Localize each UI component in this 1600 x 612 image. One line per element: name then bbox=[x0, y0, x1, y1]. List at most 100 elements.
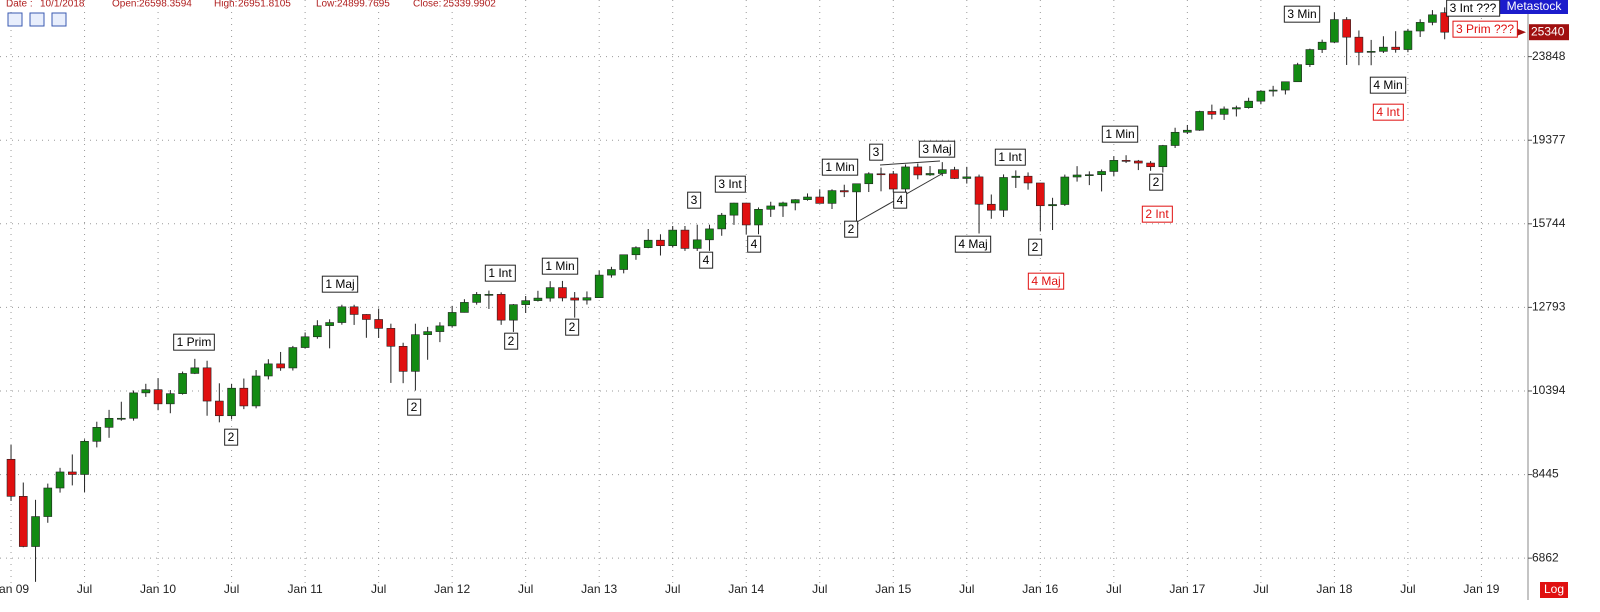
wave-label-text: 1 Int bbox=[998, 150, 1022, 164]
candle-body bbox=[227, 387, 236, 417]
wave-label-text: 2 bbox=[508, 334, 515, 348]
tool-icon[interactable] bbox=[7, 12, 23, 27]
candle-body bbox=[778, 202, 788, 207]
wave-label-box bbox=[504, 332, 519, 350]
tool-icon[interactable] bbox=[51, 12, 67, 27]
open-value: 26598.3594 bbox=[139, 0, 192, 10]
candle-body bbox=[999, 177, 1008, 211]
candle-body bbox=[987, 203, 996, 211]
wave-label: 4 bbox=[893, 191, 908, 209]
wave-label-box bbox=[407, 398, 422, 416]
candle-body bbox=[594, 274, 604, 298]
y-tick-label: 10394 bbox=[1532, 383, 1566, 397]
x-tick-label: Jul bbox=[1253, 582, 1268, 596]
wave-label-box bbox=[844, 220, 859, 238]
wave-label-box bbox=[869, 143, 884, 161]
x-tick-label: Jan 13 bbox=[581, 582, 617, 596]
candle-body bbox=[1219, 108, 1229, 115]
candle-body bbox=[460, 302, 469, 313]
close-value: 25339.9902 bbox=[443, 0, 496, 10]
header: Date : 10/1/2018 Open: 26598.3594 High: … bbox=[6, 0, 496, 10]
candle-body bbox=[398, 345, 408, 372]
x-tick-label: Jan 17 bbox=[1169, 582, 1205, 596]
wave-label-text: 2 Int bbox=[1145, 207, 1169, 221]
wave-label-box bbox=[1369, 76, 1407, 94]
candle-body bbox=[521, 300, 530, 305]
x-tick-label: Jul bbox=[1106, 582, 1121, 596]
scale-toggle[interactable]: Log bbox=[1544, 582, 1564, 596]
wave-label-box bbox=[687, 191, 702, 209]
candle-body bbox=[166, 393, 175, 405]
candle-body bbox=[1440, 12, 1449, 33]
wave-label: 1 Maj bbox=[321, 275, 359, 293]
candle-body bbox=[55, 471, 65, 489]
candle-body bbox=[913, 166, 923, 176]
wave-label-box bbox=[1372, 103, 1404, 121]
x-tick-label: Jan 15 bbox=[875, 582, 911, 596]
wave-label: 1 Int bbox=[484, 264, 516, 282]
wave-label: 1 Min bbox=[1101, 125, 1139, 143]
wave-label-text: 1 Min bbox=[545, 259, 574, 273]
candle-body bbox=[925, 173, 935, 176]
wave-label-text: 2 bbox=[1032, 240, 1039, 254]
wave-label-box bbox=[224, 428, 239, 446]
candle-body bbox=[1134, 160, 1143, 164]
scale-box[interactable] bbox=[1540, 582, 1568, 598]
wave-label-text: 3 Maj bbox=[922, 142, 951, 156]
wave-label: 3 Maj bbox=[918, 140, 956, 158]
candle-body bbox=[1207, 111, 1217, 115]
candle-body bbox=[264, 363, 273, 377]
candle-body bbox=[1305, 49, 1315, 65]
candle-body bbox=[6, 458, 16, 497]
x-tick-label: Jul bbox=[371, 582, 386, 596]
candle-body bbox=[668, 229, 678, 247]
wave-label: 1 Int bbox=[994, 148, 1026, 166]
candle-body bbox=[337, 306, 347, 323]
wave-label-text: 1 Int bbox=[488, 266, 512, 280]
wave-label-box bbox=[541, 257, 579, 275]
wave-label-box bbox=[821, 158, 859, 176]
wave-label-text: 4 Int bbox=[1376, 105, 1400, 119]
wave-label-box bbox=[1452, 20, 1518, 38]
wave-label-text: 1 Min bbox=[825, 160, 854, 174]
wave-label: 3 bbox=[869, 143, 884, 161]
candle-body bbox=[178, 373, 187, 394]
wave-label-box bbox=[565, 318, 580, 336]
candle-body bbox=[741, 202, 751, 226]
toolbar-icons[interactable] bbox=[7, 12, 67, 27]
x-tick-label: Jul bbox=[1400, 582, 1415, 596]
last-price-box bbox=[1529, 24, 1569, 41]
grid bbox=[0, 0, 1528, 590]
candle-body bbox=[496, 294, 506, 321]
candle-body bbox=[1415, 22, 1425, 32]
x-tick-label: Jan 14 bbox=[728, 582, 764, 596]
last-price-arrow bbox=[1516, 28, 1526, 37]
date-label: Date : bbox=[6, 0, 33, 10]
candle-body bbox=[325, 322, 334, 326]
wave-label: 1 Prim bbox=[173, 333, 215, 351]
candle-body bbox=[1195, 111, 1204, 131]
close-label: Close: bbox=[413, 0, 441, 10]
candle-body bbox=[839, 190, 849, 193]
candle-body bbox=[864, 173, 874, 185]
candle-body bbox=[43, 487, 53, 517]
candle-body bbox=[1366, 51, 1376, 53]
x-tick-label: Jul bbox=[812, 582, 827, 596]
candle-body bbox=[570, 297, 579, 301]
candle-body bbox=[435, 325, 445, 332]
wave-label: 4 bbox=[747, 235, 762, 253]
candle-body bbox=[619, 254, 628, 270]
candle-body bbox=[386, 328, 396, 347]
wave-label-box bbox=[1446, 0, 1501, 17]
candle-body bbox=[300, 336, 310, 348]
wave-label: 2 bbox=[1028, 238, 1043, 256]
wave-label-text: 2 bbox=[411, 400, 418, 414]
last-price-label: 25340 bbox=[1531, 24, 1565, 38]
tool-icon[interactable] bbox=[29, 12, 45, 27]
wave-label-box bbox=[699, 251, 714, 269]
wave-label-text: 2 bbox=[848, 222, 855, 236]
wave-label-box bbox=[994, 148, 1026, 166]
x-tick-label: Jan 10 bbox=[140, 582, 176, 596]
candle-body bbox=[705, 228, 714, 241]
